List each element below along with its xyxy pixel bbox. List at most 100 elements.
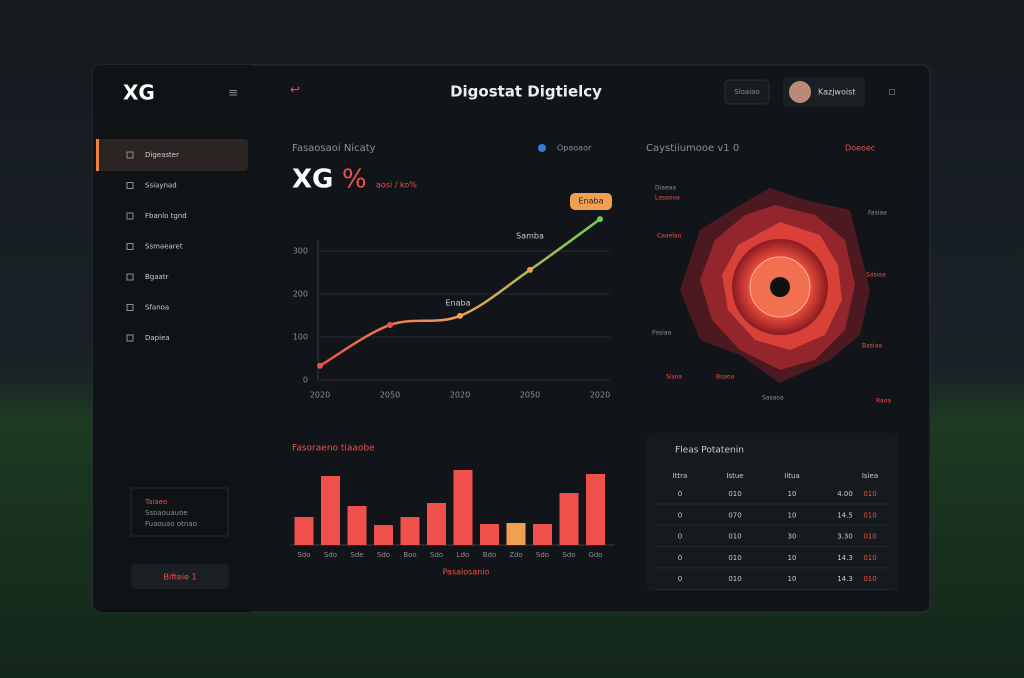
radar-label: Pasiaa bbox=[652, 330, 671, 337]
headline-unit: % bbox=[342, 165, 367, 195]
nav-item[interactable]: Digeaster bbox=[145, 151, 179, 159]
y-tick-label: 300 bbox=[293, 247, 308, 256]
side-button-label: Bifteie 1 bbox=[163, 573, 196, 582]
x-tick-label: Sdo bbox=[324, 551, 337, 559]
table-cell: 10 bbox=[788, 575, 797, 583]
logo: XG bbox=[123, 81, 155, 105]
radar-label: Sasaoa bbox=[762, 395, 784, 402]
x-tick-label: Sdo bbox=[536, 551, 549, 559]
table-cell: 4.00 bbox=[837, 490, 853, 498]
bar bbox=[347, 506, 367, 545]
table-cell: 010 bbox=[863, 575, 876, 583]
table-cell: 0 bbox=[678, 533, 682, 541]
annotation: Samba bbox=[516, 232, 544, 241]
tooltip-text: Enaba bbox=[578, 197, 603, 206]
active-bar bbox=[96, 139, 99, 171]
bar-x-label: Pasalosanio bbox=[443, 568, 490, 577]
table-cell: 10 bbox=[788, 554, 797, 562]
table-cell: 010 bbox=[863, 490, 876, 498]
user-name: Kazjwoist bbox=[818, 88, 855, 97]
x-tick-label: Gdo bbox=[588, 551, 602, 559]
radar-label: Diaeaa bbox=[655, 185, 676, 192]
avatar bbox=[789, 81, 811, 103]
search-box[interactable] bbox=[724, 79, 770, 105]
nav-icon bbox=[126, 151, 134, 159]
bar bbox=[400, 517, 420, 545]
page-title: Digostat Digtielcy bbox=[450, 83, 602, 101]
nav-icon bbox=[126, 304, 134, 311]
radar-label: Caaelao bbox=[657, 233, 682, 240]
x-tick-label: Sdo bbox=[562, 551, 575, 559]
back-icon[interactable]: ↩ bbox=[290, 83, 300, 97]
nav-item[interactable]: Dapiea bbox=[145, 334, 170, 342]
table-cell: 14.3 bbox=[837, 554, 853, 562]
table-cell: 0 bbox=[678, 575, 682, 583]
x-tick-label: 2050 bbox=[380, 391, 400, 400]
table-panel bbox=[647, 433, 898, 591]
side-button[interactable] bbox=[131, 564, 229, 589]
table-cell: 0 bbox=[678, 511, 682, 519]
x-tick-label: Bdo bbox=[483, 551, 497, 559]
line-filter[interactable]: Opaoaor bbox=[557, 144, 592, 153]
nav-item[interactable]: Fbanlo tgnd bbox=[145, 212, 187, 220]
x-tick-label: Sdo bbox=[377, 551, 390, 559]
point bbox=[597, 216, 603, 223]
nav-item[interactable]: Ssmaearet bbox=[145, 243, 183, 251]
table-header: Ittra bbox=[673, 472, 688, 480]
bar bbox=[294, 517, 314, 545]
radar-label: Raoa bbox=[876, 398, 891, 405]
y-tick-label: 0 bbox=[303, 376, 308, 385]
point bbox=[317, 362, 323, 369]
radar-label: Lasaooa bbox=[655, 195, 680, 202]
table-cell: 3.30 bbox=[837, 533, 853, 541]
note-line: Taiaeo bbox=[144, 498, 167, 506]
nav-icon bbox=[126, 243, 134, 250]
radar-filter[interactable]: Doeoec bbox=[845, 144, 875, 153]
note-line: Ssoaouauoe bbox=[145, 509, 188, 517]
x-tick-label: 2020 bbox=[450, 391, 470, 400]
bar bbox=[506, 523, 526, 545]
table-cell: 010 bbox=[728, 533, 741, 541]
x-tick-label: Boo bbox=[403, 551, 416, 559]
search-text: Sloaiao bbox=[734, 88, 759, 96]
x-tick-label: Sdo bbox=[430, 551, 443, 559]
nav-item[interactable]: Sfanoa bbox=[145, 304, 169, 312]
sidebar bbox=[93, 65, 258, 612]
table-cell: 14.5 bbox=[837, 511, 853, 519]
bar bbox=[321, 476, 340, 545]
y-tick-label: 100 bbox=[293, 333, 308, 342]
bar bbox=[559, 493, 579, 545]
radar-shape bbox=[680, 188, 870, 383]
table-cell: 0 bbox=[678, 490, 682, 498]
headline: XG bbox=[292, 165, 333, 195]
settings-icon[interactable]: ◻ bbox=[888, 88, 895, 98]
menu-icon[interactable]: ≡ bbox=[228, 86, 238, 100]
table-cell: 010 bbox=[863, 533, 876, 541]
line-title: Fasaosaoi Nicaty bbox=[292, 143, 376, 154]
nav-icon bbox=[126, 334, 134, 342]
nav-icon bbox=[126, 273, 134, 281]
nav-item[interactable]: Bgaatr bbox=[145, 273, 169, 281]
x-tick-label: Sde bbox=[350, 551, 363, 559]
table-title: Fleas Potatenin bbox=[675, 446, 744, 456]
bar bbox=[374, 525, 393, 545]
table-cell: 010 bbox=[863, 554, 876, 562]
note-box bbox=[130, 487, 229, 537]
x-tick-label: Ldo bbox=[457, 551, 470, 559]
radar-label: Fasiaa bbox=[868, 210, 887, 217]
x-tick-label: 2020 bbox=[590, 391, 610, 400]
filter-dot bbox=[538, 144, 546, 152]
table-header: Istue bbox=[726, 472, 743, 480]
note-line: Fuaouao otnao bbox=[145, 520, 197, 528]
table-header: Iitua bbox=[784, 472, 799, 480]
x-tick-label: 2050 bbox=[520, 391, 540, 400]
table-cell: 14.3 bbox=[837, 575, 853, 583]
x-tick-label: Zdo bbox=[509, 551, 523, 559]
x-tick-label: Sdo bbox=[297, 551, 310, 559]
nav-item[interactable]: Ssiaynad bbox=[145, 182, 177, 190]
table-cell: 30 bbox=[788, 533, 797, 541]
headline-sub: aosi / ko% bbox=[376, 181, 417, 190]
table-cell: 010 bbox=[728, 575, 741, 583]
